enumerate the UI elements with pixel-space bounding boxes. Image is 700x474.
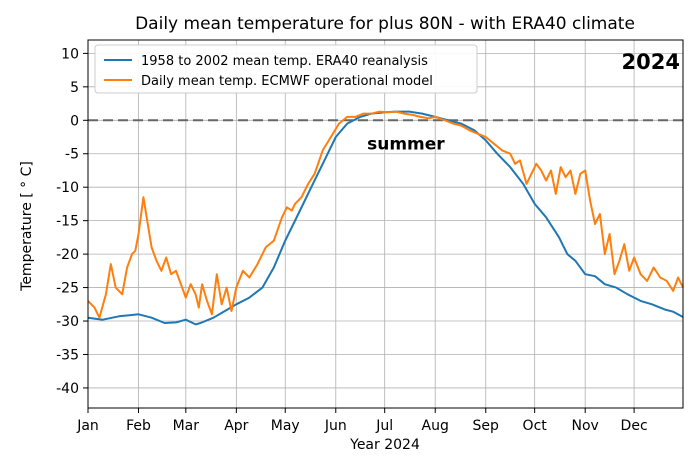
x-axis-ticks: Jan Feb Mar Apr May Jun Jul Aug Sep Oct Nov Dec: [76, 408, 648, 434]
x-tick-label: Jul: [375, 418, 393, 434]
legend-entry-1: Daily mean temp. ECMWF operational model: [141, 74, 433, 89]
x-tick-label: Feb: [126, 418, 151, 434]
x-tick-label: Apr: [224, 418, 248, 434]
y-tick-label: 5: [70, 80, 79, 96]
y-axis-ticks: 10 5 0 -5 -10 -15 -20 -25 -30 -35 -40: [56, 46, 88, 397]
y-tick-label: -25: [56, 281, 79, 297]
x-tick-label: Oct: [523, 418, 548, 434]
y-axis-label: Temperature [ ° C]: [19, 161, 35, 292]
y-tick-label: -10: [56, 180, 79, 196]
x-tick-label: May: [271, 418, 300, 434]
legend-box: [94, 44, 478, 94]
plot-frame: [87, 39, 684, 409]
year-annotation: 2024: [622, 50, 680, 74]
legend-entry-0: 1958 to 2002 mean temp. ERA40 reanalysis: [141, 54, 428, 69]
x-tick-label: Jan: [76, 418, 99, 434]
annotations: summer 2024: [367, 50, 680, 155]
y-tick-label: 10: [61, 46, 79, 62]
legend: 1958 to 2002 mean temp. ERA40 reanalysis…: [94, 44, 478, 94]
x-tick-label: Aug: [422, 418, 449, 434]
y-tick-label: 0: [70, 113, 79, 129]
x-axis-label: Year 2024: [349, 437, 420, 453]
summer-annotation: summer: [367, 135, 445, 155]
y-tick-label: -5: [65, 147, 79, 163]
y-tick-label: -15: [56, 214, 79, 230]
x-tick-label: Mar: [173, 418, 200, 434]
y-tick-label: -30: [56, 314, 79, 330]
x-tick-label: Jun: [324, 418, 347, 434]
x-tick-label: Dec: [621, 418, 648, 434]
x-tick-label: Nov: [572, 418, 599, 434]
series-layer: [87, 110, 684, 326]
y-tick-label: -20: [56, 247, 79, 263]
grid: [87, 40, 683, 408]
y-tick-label: -40: [56, 381, 79, 397]
chart-title: Daily mean temperature for plus 80N - wi…: [135, 14, 635, 34]
x-tick-label: Sep: [473, 418, 500, 434]
y-tick-label: -35: [56, 347, 79, 363]
series-line-1: [87, 110, 684, 319]
